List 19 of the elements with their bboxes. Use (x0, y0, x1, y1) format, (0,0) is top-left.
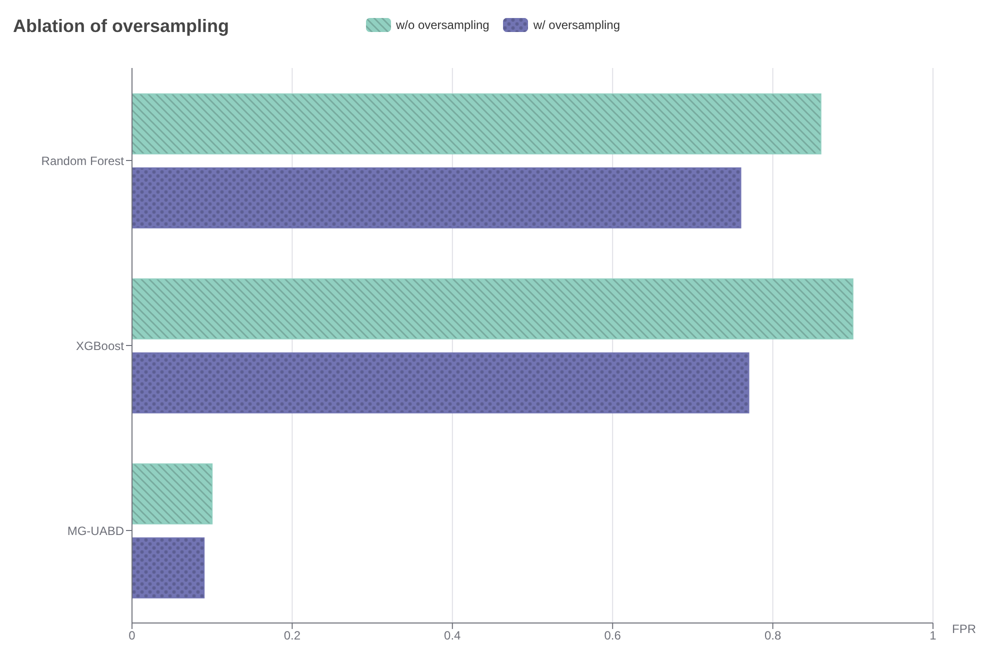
x-tick-label: 0 (128, 628, 136, 643)
legend-label: w/o oversampling (396, 18, 490, 32)
x-axis-title: FPR (952, 622, 976, 636)
bar (132, 463, 213, 524)
bar (132, 352, 750, 414)
bar (132, 167, 742, 228)
x-tick-label: 0.2 (284, 628, 301, 643)
bar (132, 278, 854, 340)
bar (132, 537, 205, 598)
bar (132, 93, 822, 154)
x-tick-label: 0.6 (604, 628, 622, 643)
x-tick-label: 0.8 (764, 628, 782, 643)
x-tick-label: 1 (930, 628, 937, 643)
y-tick-label: MG-UABD (67, 524, 124, 538)
legend-label: w/ oversampling (533, 18, 620, 32)
chart-title: Ablation of oversampling (13, 16, 230, 37)
x-tick-label: 0.4 (444, 628, 462, 643)
y-tick-label: Random Forest (41, 154, 125, 168)
y-tick-label: XGBoost (76, 338, 125, 353)
